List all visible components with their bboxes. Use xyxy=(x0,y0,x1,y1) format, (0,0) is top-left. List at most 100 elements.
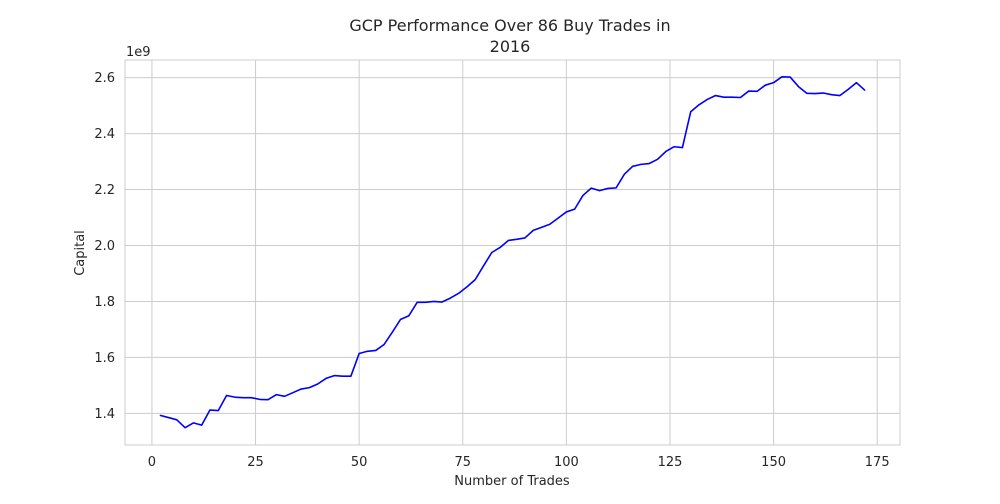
y-axis-label: Capital xyxy=(73,230,88,276)
data-point xyxy=(192,422,194,424)
x-tick-label: 150 xyxy=(761,455,786,470)
data-point xyxy=(300,388,302,390)
data-point xyxy=(466,286,468,288)
data-point xyxy=(474,279,476,281)
data-point xyxy=(648,162,650,165)
data-point xyxy=(499,246,501,249)
data-point xyxy=(789,76,791,78)
data-point xyxy=(267,399,269,401)
tick-labels: 0 25 50 75 100 125 150 175 1.4 1.6 1.8 2.0 2.2 2.4 2.6 xyxy=(94,71,889,470)
y-tick-label: 2.4 xyxy=(94,127,115,142)
data-point xyxy=(739,96,742,99)
data-point xyxy=(176,419,178,421)
data-point xyxy=(665,150,667,153)
chart-title-line-1: GCP Performance Over 86 Buy Trades in xyxy=(349,16,670,35)
data-point xyxy=(507,239,509,242)
data-point xyxy=(491,251,493,254)
data-point xyxy=(167,416,170,419)
data-point xyxy=(217,409,219,412)
data-point xyxy=(341,375,344,377)
data-point xyxy=(706,98,708,101)
data-point xyxy=(234,396,236,398)
data-point xyxy=(623,173,625,175)
data-point xyxy=(582,194,584,197)
x-tick-label: 0 xyxy=(148,455,156,470)
data-point xyxy=(333,375,335,377)
data-point xyxy=(847,88,849,90)
x-tick-label: 75 xyxy=(454,455,471,470)
series-layer xyxy=(159,75,866,429)
data-point xyxy=(366,350,369,352)
data-point xyxy=(565,211,567,213)
data-point xyxy=(532,229,534,231)
x-tick-label: 50 xyxy=(351,455,368,470)
data-point xyxy=(283,395,286,397)
data-point xyxy=(375,349,377,352)
data-point xyxy=(325,377,327,380)
x-tick-label: 100 xyxy=(554,455,579,470)
data-point xyxy=(482,265,485,267)
x-tick-label: 125 xyxy=(658,455,683,470)
data-point xyxy=(615,187,617,189)
data-point xyxy=(806,92,808,94)
data-point xyxy=(416,301,418,303)
data-point xyxy=(242,397,244,399)
data-point xyxy=(225,394,228,397)
data-point xyxy=(681,146,684,149)
data-point xyxy=(764,84,766,86)
data-point xyxy=(822,92,824,94)
data-point xyxy=(598,190,601,192)
data-point xyxy=(673,146,675,148)
data-point xyxy=(698,104,700,106)
data-point xyxy=(400,318,402,320)
data-point xyxy=(358,352,360,355)
data-point xyxy=(557,217,559,219)
y-tick-label: 2.6 xyxy=(94,71,115,86)
data-point xyxy=(441,301,443,303)
data-point xyxy=(781,76,783,78)
data-point xyxy=(839,94,841,97)
data-point xyxy=(449,297,451,299)
data-point xyxy=(292,392,294,394)
data-point xyxy=(317,383,319,385)
plot-area xyxy=(124,59,901,446)
data-point xyxy=(731,96,733,98)
data-point xyxy=(714,94,717,97)
data-point xyxy=(516,238,518,240)
data-point xyxy=(690,111,692,113)
data-point xyxy=(864,89,866,91)
data-point xyxy=(408,315,410,317)
data-point xyxy=(524,237,526,239)
data-point xyxy=(772,82,775,84)
data-point xyxy=(350,375,352,377)
data-point xyxy=(607,187,609,190)
data-point xyxy=(748,90,750,92)
data-point xyxy=(855,82,858,84)
data-point xyxy=(250,397,253,399)
data-point xyxy=(756,90,758,92)
data-point xyxy=(184,427,186,429)
x-tick-label: 25 xyxy=(247,455,264,470)
data-point xyxy=(308,387,311,389)
data-point xyxy=(540,226,543,228)
data-point xyxy=(201,424,203,426)
data-point xyxy=(458,292,460,294)
data-point xyxy=(656,158,659,160)
y-tick-label: 2.0 xyxy=(94,239,115,254)
data-point xyxy=(574,208,576,210)
data-point xyxy=(814,92,816,95)
chart-title-line-2: 2016 xyxy=(490,37,531,56)
data-point xyxy=(590,187,592,189)
grid-layer xyxy=(125,60,900,445)
data-point xyxy=(831,94,833,96)
data-point xyxy=(391,331,393,333)
data-point xyxy=(275,394,277,396)
x-axis-label: Number of Trades xyxy=(454,474,570,489)
data-point xyxy=(383,343,385,346)
capital-series-line xyxy=(160,75,866,429)
data-point xyxy=(549,223,551,225)
y-tick-label: 2.2 xyxy=(94,183,115,198)
data-point xyxy=(640,163,642,165)
